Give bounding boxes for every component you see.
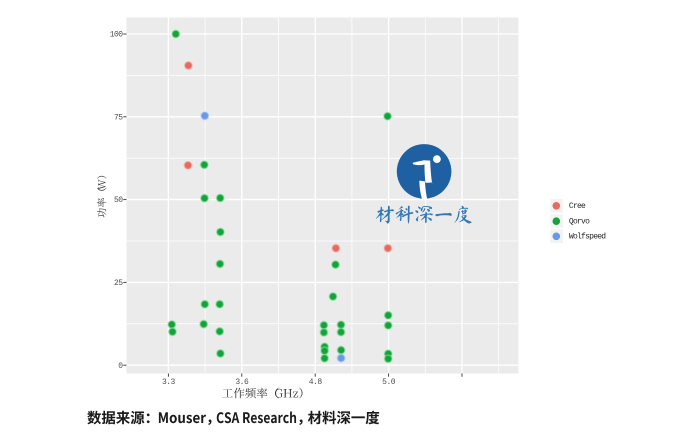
svg-text:5.0: 5.0 xyxy=(382,378,396,387)
svg-text:0: 0 xyxy=(118,362,123,371)
svg-text:4.8: 4.8 xyxy=(309,378,323,387)
svg-text:25: 25 xyxy=(114,279,123,288)
svg-text:Qorvo: Qorvo xyxy=(569,217,590,226)
svg-text:50: 50 xyxy=(114,196,123,205)
svg-text:3.6: 3.6 xyxy=(235,378,249,387)
svg-text:75: 75 xyxy=(114,113,123,122)
svg-text:100: 100 xyxy=(110,31,124,40)
svg-text:3.3: 3.3 xyxy=(162,378,176,387)
svg-text:Wolfspeed: Wolfspeed xyxy=(569,233,606,242)
svg-text:Cree: Cree xyxy=(569,202,586,211)
